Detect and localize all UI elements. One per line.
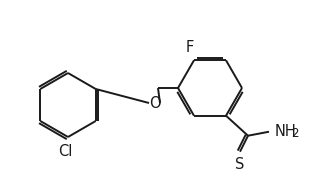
Text: NH: NH [275, 124, 297, 139]
Text: F: F [186, 40, 194, 55]
Text: S: S [235, 157, 245, 172]
Text: 2: 2 [291, 127, 299, 140]
Text: Cl: Cl [58, 144, 72, 159]
Text: O: O [149, 95, 161, 111]
